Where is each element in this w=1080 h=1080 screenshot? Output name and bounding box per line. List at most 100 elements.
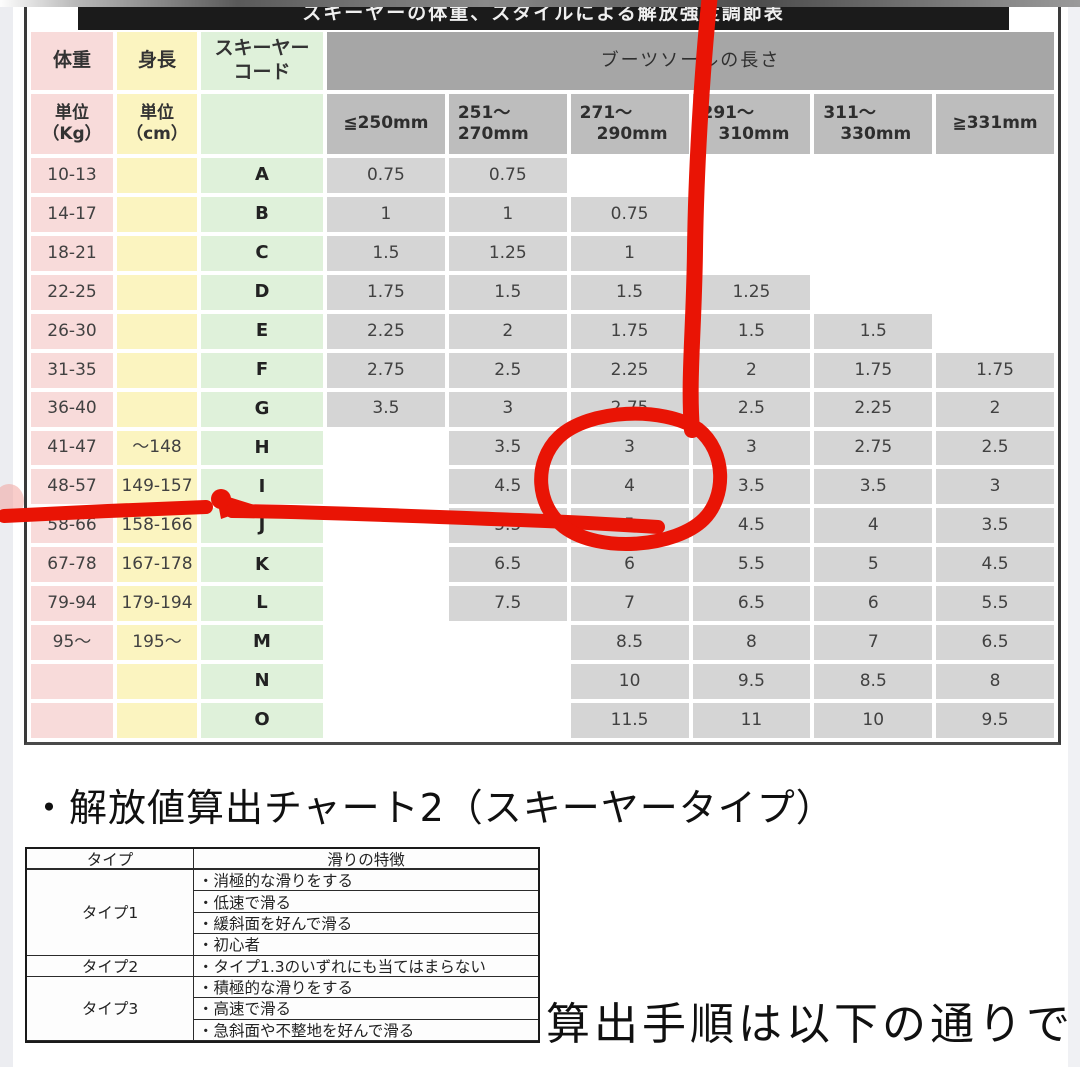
release-value-cell: 11 (692, 703, 811, 738)
weight-cell: 31-35 (31, 352, 113, 388)
din-table: スキーヤーの体重、スタイルによる解放強度調節表 体重 身長 スキーヤー コード ブーツ… (24, 7, 1061, 745)
release-value-cell (327, 586, 445, 621)
height-cell (117, 235, 197, 271)
release-value-cell: 1.25 (692, 274, 811, 310)
type-label-cell: タイプ3 (27, 976, 194, 1041)
release-value-cell: 7 (814, 625, 933, 661)
height-cell: 167-178 (117, 547, 197, 583)
release-value-cell (327, 703, 445, 738)
release-value-cell: 5 (814, 547, 933, 583)
skier-code-cell: M (201, 625, 323, 661)
weight-cell: 79-94 (31, 586, 113, 622)
skier-type-table: タイプ 滑りの特徴 タイプ1 ・消極的な滑りをする ・低速で滑る ・緩斜面を好んで滑る ・初… (25, 847, 540, 1043)
weight-cell (31, 703, 113, 738)
release-value-cell: 2.25 (327, 313, 445, 349)
release-value-cell (327, 508, 445, 543)
release-value-cell: 0.75 (448, 158, 567, 193)
characteristic-cell: ・低速で滑る (194, 891, 538, 913)
chart2-title: ・解放値算出チャート2（スキーヤータイプ） (30, 786, 835, 830)
release-value-cell (814, 236, 932, 271)
height-cell: 149-157 (117, 469, 197, 505)
release-value-cell: 2.5 (448, 352, 567, 388)
weight-header: 体重 (31, 32, 113, 90)
weight-cell: 95～ (31, 625, 113, 661)
sole-length-header: 311～ 330mm (814, 94, 933, 154)
release-value-cell: 3.5 (692, 469, 811, 505)
release-value-cell (936, 158, 1054, 193)
release-value-cell: 6.5 (448, 547, 567, 583)
weight-cell: 26-30 (31, 313, 113, 349)
release-value-cell: 4.5 (936, 547, 1054, 583)
footer-text: 算出手順は以下の通りで (546, 999, 1074, 1050)
sole-length-header: 271～ 290mm (570, 94, 689, 154)
height-header: 身長 (117, 32, 197, 90)
boot-sole-length-banner: ブーツソールの長さ (327, 32, 1054, 90)
release-value-cell: 2.5 (936, 430, 1054, 466)
release-value-cell: 6.5 (692, 586, 811, 622)
release-value-cell: 1.5 (692, 313, 811, 349)
release-value-cell: 11.5 (570, 703, 689, 738)
release-value-cell: 10 (570, 664, 689, 700)
skier-code-cell: N (201, 664, 323, 700)
weight-cell: 14-17 (31, 196, 113, 232)
height-cell (117, 158, 197, 193)
weight-cell: 36-40 (31, 391, 113, 427)
release-value-cell (449, 703, 567, 738)
skier-code-cell: H (201, 430, 323, 466)
characteristic-cell: ・初心者 (194, 934, 538, 956)
release-value-cell: 3 (570, 430, 689, 466)
sole-length-header: 251～ 270mm (448, 94, 567, 154)
release-value-cell: 1 (570, 235, 689, 271)
release-value-cell (327, 547, 445, 582)
characteristics-column-header: 滑りの特徴 (194, 849, 538, 870)
release-value-cell: 1.5 (448, 274, 567, 310)
release-value-cell: 2.25 (814, 391, 933, 427)
height-unit-cell: 単位 （cm） (117, 94, 197, 154)
skier-code-cell: J (201, 508, 323, 544)
release-value-cell (693, 158, 811, 193)
release-value-cell (327, 469, 445, 504)
release-value-cell: 3 (692, 430, 811, 466)
release-value-cell (693, 197, 811, 232)
skier-code-cell: I (201, 469, 323, 505)
table-title: スキーヤーの体重、スタイルによる解放強度調節表 (302, 7, 785, 24)
release-value-cell (814, 275, 932, 310)
release-value-cell (936, 197, 1054, 232)
height-cell: 195～ (117, 625, 197, 661)
release-value-cell: 2.5 (692, 391, 811, 427)
release-value-cell (327, 664, 445, 699)
release-value-cell: 8.5 (814, 664, 933, 700)
characteristic-cell: ・高速で滑る (194, 998, 538, 1020)
release-value-cell: 4 (570, 469, 689, 505)
release-value-cell (936, 314, 1054, 349)
release-value-cell: 7 (570, 586, 689, 622)
release-value-cell (814, 197, 932, 232)
height-cell (117, 274, 197, 310)
skier-code-header: スキーヤー コード (201, 32, 323, 90)
release-value-cell (693, 236, 811, 271)
skier-code-cell: C (201, 235, 323, 271)
release-value-cell: 6 (570, 547, 689, 583)
release-value-cell: 2.75 (814, 430, 933, 466)
skier-code-cell: B (201, 196, 323, 232)
sole-length-header: 291～ 310mm (692, 94, 811, 154)
release-value-cell (449, 625, 567, 660)
characteristic-cell: ・タイプ1.3のいずれにも当てはまらない (194, 956, 538, 977)
release-value-cell: 0.75 (570, 196, 689, 232)
release-value-cell: 1.75 (570, 313, 689, 349)
code-blank-cell (201, 94, 323, 154)
release-value-cell: 1.5 (570, 274, 689, 310)
height-cell (117, 352, 197, 388)
sole-length-header: ≦250mm (327, 94, 445, 154)
release-value-cell: 0.75 (327, 158, 445, 193)
skier-code-cell: O (201, 703, 323, 738)
table-title-bar: スキーヤーの体重、スタイルによる解放強度調節表 (78, 7, 1009, 30)
release-value-cell: 2.25 (570, 352, 689, 388)
skier-code-cell: K (201, 547, 323, 583)
type-label-cell: タイプ2 (27, 955, 194, 977)
release-value-cell (571, 158, 689, 193)
weight-cell: 67-78 (31, 547, 113, 583)
release-value-cell: 6.5 (936, 625, 1054, 661)
release-value-cell (814, 158, 932, 193)
skier-code-cell: E (201, 313, 323, 349)
